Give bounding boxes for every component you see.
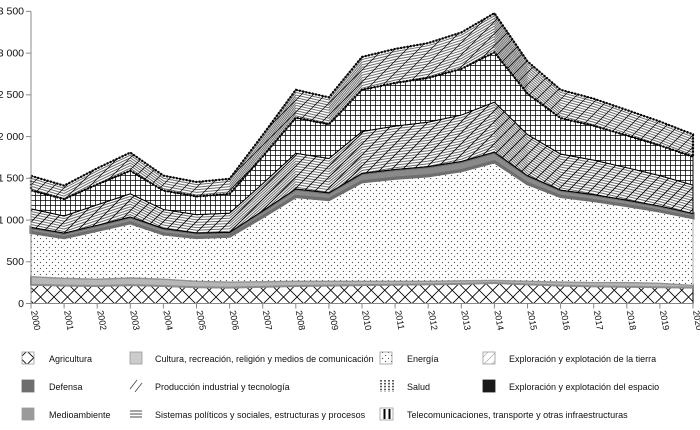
svg-text:2014: 2014: [492, 310, 505, 331]
svg-text:2004: 2004: [161, 310, 174, 331]
svg-text:Exploración y explotación de l: Exploración y explotación de la tierra: [509, 354, 656, 364]
svg-text:2000: 2000: [29, 310, 42, 331]
svg-text:2020: 2020: [691, 310, 700, 331]
svg-text:Medioambiente: Medioambiente: [49, 410, 111, 420]
svg-text:2008: 2008: [294, 310, 307, 331]
svg-text:2017: 2017: [592, 310, 605, 331]
svg-text:2009: 2009: [327, 310, 340, 331]
svg-text:2006: 2006: [228, 310, 241, 331]
svg-text:1 500: 1 500: [0, 173, 24, 185]
svg-text:2005: 2005: [195, 310, 208, 331]
svg-text:2012: 2012: [426, 310, 439, 331]
svg-text:2015: 2015: [526, 310, 539, 331]
svg-text:Telecomunicaciones, transporte: Telecomunicaciones, transporte y otras i…: [407, 410, 628, 420]
svg-text:0: 0: [18, 298, 24, 310]
svg-text:2019: 2019: [658, 310, 671, 331]
svg-text:2002: 2002: [95, 310, 108, 331]
svg-text:3 500: 3 500: [0, 6, 24, 18]
svg-text:2010: 2010: [360, 310, 373, 331]
svg-text:2003: 2003: [128, 310, 141, 331]
svg-text:2018: 2018: [625, 310, 638, 331]
svg-text:2013: 2013: [459, 310, 472, 331]
svg-text:3 000: 3 000: [0, 47, 24, 59]
svg-text:2 000: 2 000: [0, 131, 24, 143]
svg-text:Agricultura: Agricultura: [49, 354, 92, 364]
svg-text:Exploración y explotación del: Exploración y explotación del espacio: [509, 382, 659, 392]
svg-text:Defensa: Defensa: [49, 382, 83, 392]
svg-text:Producción industrial y tecnol: Producción industrial y tecnología: [155, 382, 290, 392]
svg-text:Salud: Salud: [407, 382, 430, 392]
svg-text:500: 500: [6, 256, 24, 268]
svg-text:2007: 2007: [261, 310, 274, 331]
svg-text:2016: 2016: [559, 310, 572, 331]
svg-text:2001: 2001: [62, 310, 75, 331]
svg-text:Sistemas políticos y sociales,: Sistemas políticos y sociales, estructur…: [155, 410, 366, 420]
svg-text:1 000: 1 000: [0, 214, 24, 226]
svg-text:Cultura, recreación, religión: Cultura, recreación, religión y medios d…: [155, 354, 374, 364]
svg-text:Energía: Energía: [407, 354, 439, 364]
svg-text:2 500: 2 500: [0, 89, 24, 101]
svg-text:2011: 2011: [393, 310, 406, 331]
